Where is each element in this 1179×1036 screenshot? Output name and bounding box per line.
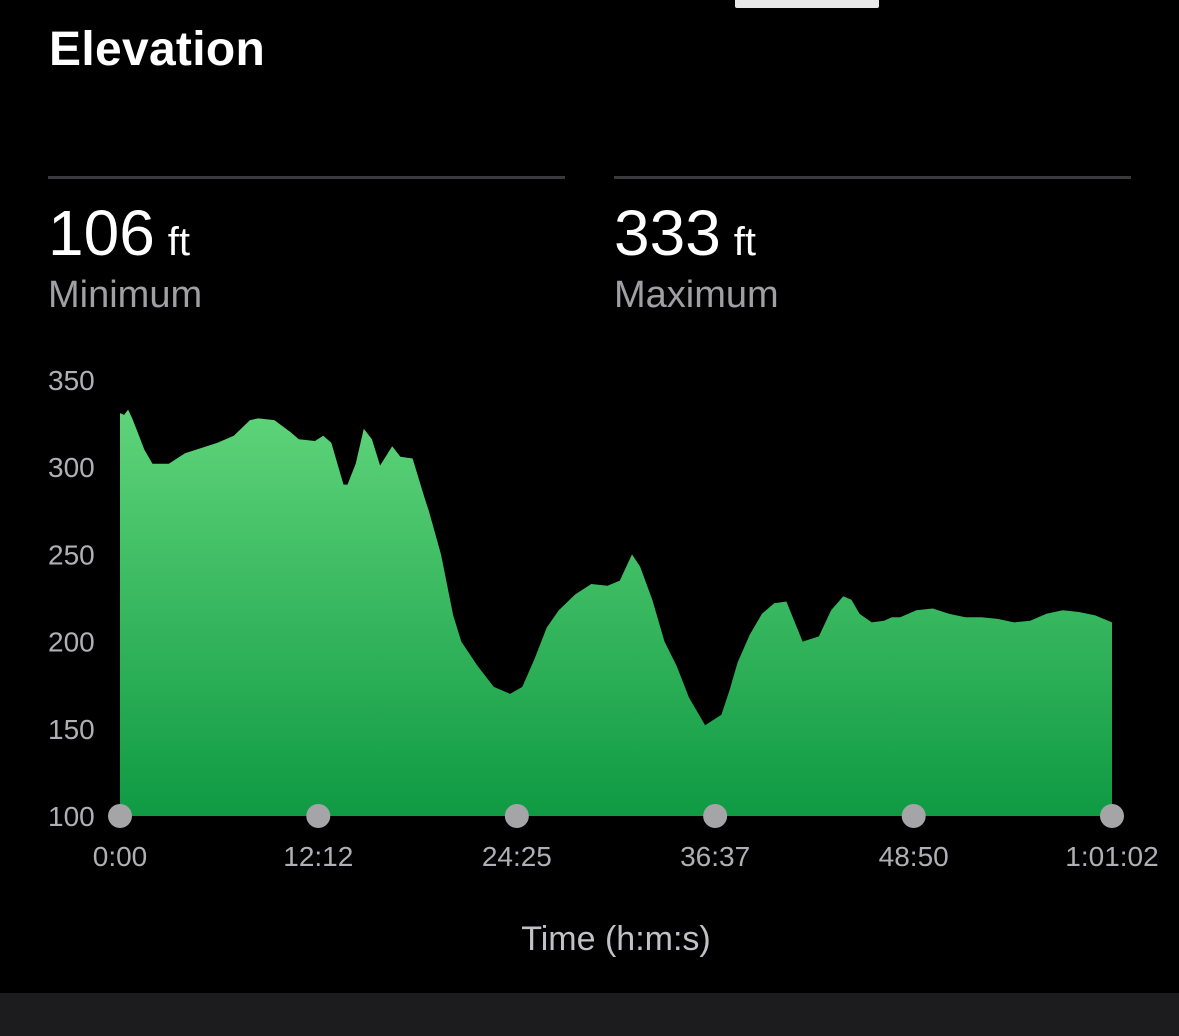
y-tick-label: 100: [48, 801, 95, 832]
x-tick-label: 12:12: [283, 841, 353, 872]
maximum-value: 333: [614, 197, 721, 269]
tab-indicator: [735, 0, 879, 8]
y-tick-label: 350: [48, 365, 95, 396]
minimum-unit: ft: [167, 220, 191, 264]
x-tick-label: 0:00: [93, 841, 148, 872]
elevation-chart[interactable]: 350 300 250 200 150 100 0:00 12:12 24:25 36:37 48…: [0, 355, 1179, 900]
maximum-value-row: 333 ft: [614, 199, 1131, 267]
divider: [48, 176, 565, 179]
y-tick-label: 300: [48, 452, 95, 483]
x-tick-dot: [504, 804, 529, 828]
maximum-label: Maximum: [614, 274, 779, 316]
bottom-bar: [0, 993, 1179, 1036]
minimum-label: Minimum: [48, 274, 203, 316]
minimum-value: 106: [48, 197, 155, 269]
x-tick-label: 24:25: [482, 841, 552, 872]
x-tick-label: 48:50: [879, 841, 949, 872]
x-tick-dot: [703, 804, 728, 828]
x-tick-dot: [306, 804, 331, 828]
elevation-area: [120, 409, 1112, 816]
y-tick-label: 200: [48, 627, 95, 658]
x-tick-label: 1:01:02: [1065, 841, 1158, 872]
minimum-value-row: 106 ft: [48, 199, 565, 267]
maximum-unit: ft: [733, 220, 757, 264]
x-tick-dot: [901, 804, 926, 828]
x-axis: 0:00 12:12 24:25 36:37 48:50 1:01:02: [93, 804, 1159, 872]
y-axis: 350 300 250 200 150 100: [48, 365, 95, 832]
y-tick-label: 250: [48, 539, 95, 570]
x-tick-dot: [108, 804, 132, 828]
x-tick-label: 36:37: [680, 841, 750, 872]
maximum-stat: 333 ft Maximum: [614, 176, 1131, 317]
minimum-stat: 106 ft Minimum: [48, 176, 565, 317]
x-tick-dot: [1100, 804, 1124, 828]
page-title: Elevation: [49, 23, 266, 76]
divider: [614, 176, 1131, 179]
x-axis-title: Time (h:m:s): [521, 920, 711, 958]
y-tick-label: 150: [48, 714, 95, 745]
